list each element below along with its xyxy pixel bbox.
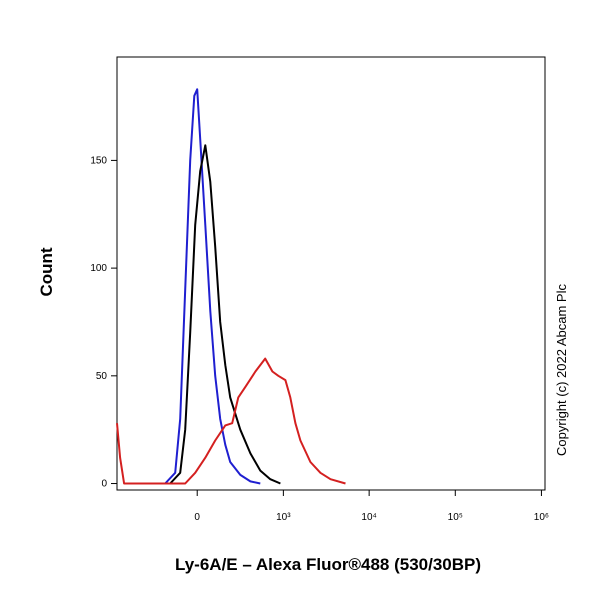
histogram-line — [169, 144, 281, 485]
y-tick-label: 0 — [101, 479, 107, 490]
y-tick-label: 150 — [90, 155, 107, 166]
y-axis-label: Count — [37, 247, 56, 296]
x-tick-label: 10³ — [276, 512, 291, 523]
x-tick-label: 0 — [194, 512, 200, 523]
y-tick-label: 100 — [90, 263, 107, 274]
histogram-line — [116, 357, 346, 485]
histogram-line — [164, 88, 261, 485]
x-tick-label: 10⁶ — [534, 512, 549, 523]
x-axis-label: Ly-6A/E – Alexa Fluor®488 (530/30BP) — [175, 555, 481, 574]
y-tick-label: 50 — [96, 371, 108, 382]
copyright: Copyright (c) 2022 Abcam Plc — [554, 284, 569, 456]
plot-frame — [116, 56, 546, 491]
x-tick-label: 10⁵ — [448, 512, 463, 523]
x-tick-label: 10⁴ — [361, 512, 376, 523]
